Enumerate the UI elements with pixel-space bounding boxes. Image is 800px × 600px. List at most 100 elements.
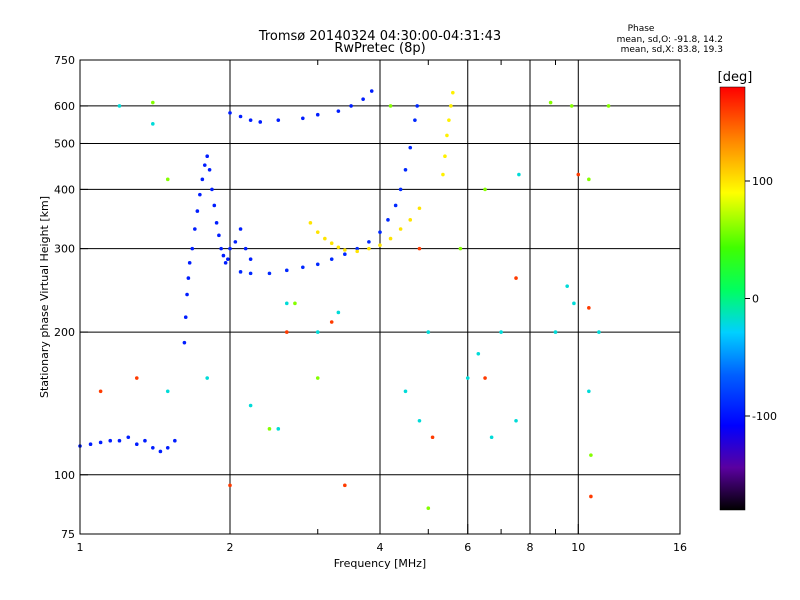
grid-lines — [80, 60, 680, 534]
data-point — [226, 257, 230, 261]
data-point — [198, 192, 202, 197]
data-point — [398, 227, 403, 231]
data-point — [336, 245, 341, 250]
data-point — [323, 236, 327, 241]
data-point — [248, 403, 253, 408]
data-point — [217, 233, 221, 238]
data-point — [388, 104, 393, 108]
data-point — [587, 177, 591, 182]
data-point — [514, 276, 518, 280]
data-point — [98, 440, 103, 445]
stats-line-o: mean, sd,O: -91.8, 14.2 — [617, 35, 723, 45]
x-tick-label: 6 — [464, 541, 471, 554]
data-point — [248, 257, 253, 261]
data-point — [465, 376, 470, 380]
y-tick-label: 400 — [54, 183, 75, 196]
y-tick-label: 200 — [54, 326, 75, 339]
data-point — [355, 249, 359, 254]
data-point — [378, 230, 382, 234]
colorbar-tick-label: 0 — [752, 293, 759, 306]
data-point — [293, 301, 297, 306]
data-point — [202, 163, 207, 167]
x-axis-ticks: 1 2 4 6 8 10 16 — [77, 60, 687, 554]
data-point — [426, 330, 431, 334]
chart-title: Tromsø 20140324 04:30:00-04:31:43 — [258, 29, 501, 44]
data-point — [483, 187, 487, 192]
data-point — [403, 389, 408, 394]
data-point — [212, 203, 217, 208]
data-point — [88, 442, 93, 447]
data-point — [190, 246, 195, 251]
data-point — [223, 261, 228, 265]
data-point — [329, 257, 334, 261]
x-tick-label: 4 — [377, 541, 384, 554]
data-point — [134, 442, 139, 447]
data-point — [565, 284, 569, 288]
data-point — [205, 376, 209, 380]
data-point — [233, 240, 238, 244]
data-point — [408, 218, 413, 222]
data-point — [210, 187, 214, 192]
data-point — [126, 435, 131, 440]
chart-subtitle: RwPretec (8p) — [334, 41, 425, 56]
data-point — [238, 227, 243, 231]
data-point — [301, 116, 305, 121]
data-point — [417, 206, 422, 211]
data-point — [315, 262, 320, 267]
data-point — [476, 351, 481, 356]
data-point — [258, 120, 263, 124]
data-point — [447, 118, 451, 122]
data-point — [134, 376, 139, 380]
x-axis-label: Frequency [MHz] — [334, 557, 426, 570]
data-point — [413, 118, 417, 122]
data-point — [343, 483, 347, 488]
x-tick-label: 16 — [673, 541, 687, 554]
data-point — [315, 376, 320, 380]
colorbar-ticks: 100 0 -100 — [745, 175, 777, 423]
data-point — [173, 438, 177, 443]
data-point — [221, 253, 226, 258]
data-point — [187, 261, 192, 265]
data-point — [589, 494, 593, 499]
data-point — [267, 427, 272, 431]
data-point — [214, 221, 219, 225]
y-tick-label: 75 — [61, 528, 75, 541]
data-point — [248, 118, 253, 122]
x-tick-label: 8 — [527, 541, 534, 554]
data-point — [183, 315, 188, 320]
data-point — [284, 301, 289, 306]
data-point — [284, 330, 289, 334]
data-point — [336, 109, 341, 113]
y-tick-label: 100 — [54, 469, 75, 482]
data-point — [408, 145, 413, 150]
data-point — [228, 246, 232, 251]
data-point — [219, 246, 223, 251]
data-point — [398, 187, 403, 192]
data-point — [228, 483, 232, 488]
data-point — [205, 154, 209, 159]
data-point — [483, 376, 487, 380]
data-point — [228, 111, 232, 115]
data-point — [499, 330, 503, 334]
data-point — [355, 246, 359, 251]
x-tick-label: 10 — [571, 541, 585, 554]
data-point — [315, 112, 320, 117]
data-point — [243, 246, 248, 251]
y-tick-label: 600 — [54, 100, 75, 113]
data-point — [606, 104, 611, 108]
colorbar — [719, 86, 746, 511]
data-point — [367, 246, 371, 251]
data-point — [238, 114, 243, 119]
data-point — [151, 100, 155, 105]
data-point — [587, 306, 591, 310]
data-point — [284, 268, 289, 273]
data-point — [361, 97, 365, 101]
x-tick-label: 1 — [77, 541, 84, 554]
data-point — [589, 453, 593, 457]
data-point — [238, 270, 243, 274]
data-point — [248, 271, 253, 276]
stats-heading: Phase — [628, 24, 655, 34]
data-point — [200, 177, 205, 182]
data-point — [193, 227, 197, 231]
